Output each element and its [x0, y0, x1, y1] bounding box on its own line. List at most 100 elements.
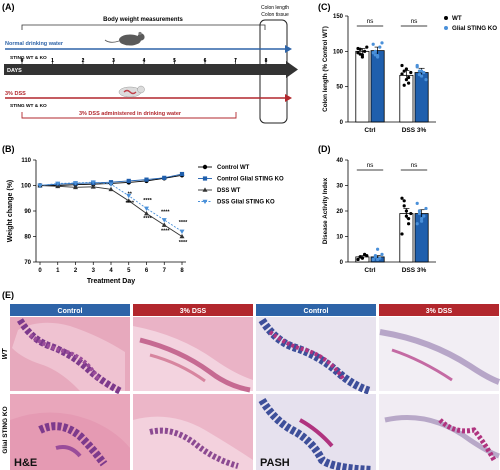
data-point — [202, 164, 208, 170]
dss-label: 3% DSS — [5, 91, 26, 97]
days-bar-arrowhead — [286, 61, 298, 78]
y-tick-label: 110 — [21, 158, 31, 164]
panel-e-histology: (E) Control 3% DSS Control 3% DSS WT Gli… — [0, 290, 500, 470]
panel-d-dai: (D) 0 10 20 30 40 Disease Activity Index Ctrl n… — [318, 144, 436, 274]
pash-dss-ko-image — [379, 394, 500, 470]
x-tick-label: Ctrl — [364, 127, 375, 134]
y-tick-label: 90 — [24, 209, 31, 215]
y-tick-label: 70 — [24, 260, 31, 266]
dss-arrowhead — [285, 94, 292, 102]
data-point — [365, 45, 369, 49]
data-point — [37, 183, 43, 189]
data-point — [126, 178, 131, 184]
y-tick-label: 0 — [340, 120, 344, 126]
y-tick-label: 40 — [336, 158, 343, 164]
significance-annotation: **** — [125, 201, 134, 207]
pash-control-ko-image — [256, 394, 376, 470]
weight-line-chart: 70 80 90 100 110 0 1 2 3 4 5 6 7 8 Treatment Day Weight… — [7, 158, 284, 285]
panel-b-label: (B) — [2, 144, 15, 154]
row-label-ko: Glial STING KO — [2, 406, 9, 453]
data-point — [144, 177, 149, 182]
data-point — [202, 176, 208, 181]
data-point — [417, 211, 421, 216]
data-point — [378, 45, 382, 49]
row-label-wt: WT — [2, 348, 9, 360]
ns-label: ns — [367, 18, 375, 25]
y-tick-label: 80 — [24, 235, 31, 241]
significance-annotation: **** — [143, 198, 152, 204]
he-control-ko-image — [10, 394, 130, 470]
ns-label: ns — [411, 162, 419, 169]
x-tick-label: 2 — [74, 268, 78, 274]
ns-label: ns — [367, 162, 375, 169]
dss-bracket — [21, 112, 237, 119]
data-point — [400, 63, 404, 68]
data-point — [161, 218, 167, 223]
data-point — [424, 206, 428, 211]
panel-c-label: (C) — [318, 2, 331, 12]
legend-marker — [444, 26, 448, 30]
data-point — [108, 180, 114, 185]
x-tick-label: 0 — [38, 268, 42, 274]
dss-mouse-icon — [118, 85, 145, 98]
x-tick-label: DSS 3% — [402, 267, 427, 274]
data-point — [404, 214, 408, 218]
x-tick-label: 1 — [56, 268, 60, 274]
day-tick-label: 2 — [82, 58, 85, 64]
data-point — [162, 175, 167, 180]
legend-label: DSS WT — [217, 188, 241, 194]
data-point — [407, 222, 411, 226]
y-tick-label: 150 — [333, 14, 344, 20]
data-point — [409, 211, 413, 216]
legend-label: Glial STING KO — [452, 25, 497, 32]
header-dss-pash — [379, 304, 499, 316]
group-label-bottom: STING WT & KO — [10, 103, 47, 109]
days-bar — [4, 64, 286, 75]
y-axis-label: Disease Activity Index — [322, 177, 329, 244]
bar — [355, 50, 370, 123]
data-point — [363, 49, 367, 53]
legend-label: Control WT — [217, 165, 250, 171]
data-point — [407, 81, 411, 85]
colon-length-label: Colon length — [261, 5, 289, 11]
data-point — [420, 69, 424, 73]
day-tick-label: 6 — [204, 58, 207, 64]
data-point — [424, 78, 428, 82]
day-tick-label: 8 — [265, 58, 268, 64]
panel-d-label: (D) — [318, 144, 331, 154]
dai-bar-chart: 0 10 20 30 40 Disease Activity Index Ctrl ns DSS… — [322, 158, 436, 274]
data-point — [144, 210, 149, 216]
day-tick-label: 7 — [234, 58, 237, 64]
stain-label-pash: PASH — [260, 457, 290, 469]
data-point — [420, 219, 424, 223]
data-point — [376, 53, 380, 58]
data-point — [407, 75, 411, 80]
header-text-dss-pash: 3% DSS — [426, 308, 453, 315]
y-axis-label: Weight change (%) — [7, 180, 14, 242]
legend-label: Control Glial STING KO — [217, 177, 284, 183]
header-text-dss-he: 3% DSS — [180, 308, 207, 315]
x-tick-label: 5 — [127, 268, 131, 274]
panel-e-label: (E) — [2, 290, 14, 300]
data-point — [380, 41, 384, 45]
data-point — [356, 51, 360, 55]
data-point — [358, 47, 362, 51]
significance-annotation: **** — [179, 220, 188, 226]
data-point — [55, 181, 61, 187]
data-point — [400, 72, 404, 76]
data-point — [126, 198, 132, 203]
bar — [399, 74, 414, 123]
header-dss-he — [133, 304, 253, 316]
x-axis-label: Treatment Day — [87, 278, 135, 285]
data-point — [144, 206, 149, 212]
panel-a-timeline: (A) Body weight measurements Colon lengt… — [2, 2, 298, 124]
day-tick-label: 1 — [51, 58, 54, 64]
data-point — [402, 199, 406, 203]
data-point — [360, 256, 364, 260]
data-point — [400, 232, 404, 236]
panel-b-weight-chart: (B) 70 80 90 100 110 0 1 2 3 4 5 6 7 8 Treatment Day We… — [2, 144, 284, 285]
data-point — [373, 49, 377, 53]
pash-dss-wt-image — [379, 317, 500, 391]
y-tick-label: 100 — [21, 184, 32, 190]
